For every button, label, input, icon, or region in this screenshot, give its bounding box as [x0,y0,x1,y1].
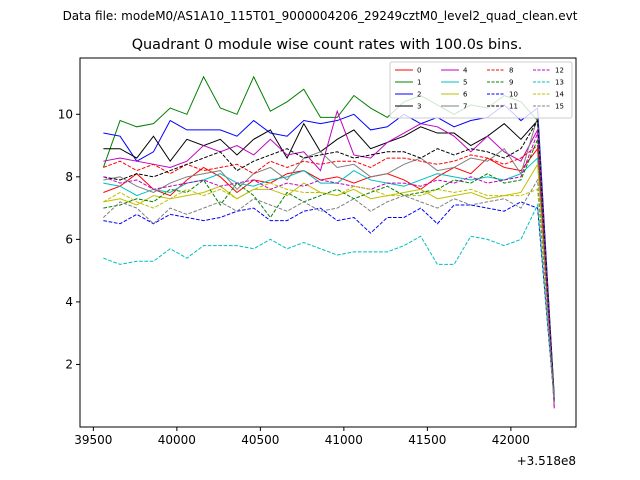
series-line-4 [103,109,555,409]
legend-label-5: 5 [463,79,467,87]
series-line-10 [103,201,555,403]
legend-label-8: 8 [509,67,513,75]
legend-label-7: 7 [463,103,467,111]
x-tick-label: 40500 [241,433,279,447]
legend-label-14: 14 [555,91,564,99]
y-tick-label: 2 [65,357,73,371]
series-line-13 [103,203,555,403]
series-line-3 [103,119,555,403]
legend-label-9: 9 [509,79,513,87]
series-line-5 [103,156,555,403]
legend-label-12: 12 [555,67,564,75]
axes-frame [79,57,577,428]
series-line-12 [103,132,555,409]
legend-label-0: 0 [417,67,421,75]
series-line-9 [103,139,555,403]
chart-title: Quadrant 0 module wise count rates with … [132,37,523,53]
y-tick-label: 10 [58,107,73,121]
series-lines [102,75,555,409]
y-tick-label: 6 [65,232,73,246]
legend-box [389,61,573,119]
legend-label-13: 13 [555,79,564,87]
suptitle: Data file: modeM0/AS1A10_115T01_90000042… [63,9,578,23]
legend-label-15: 15 [555,103,564,111]
legend-label-2: 2 [417,91,421,99]
x-tick-label: 42000 [492,433,530,447]
series-line-8 [103,144,555,403]
x-offset-label: +3.518e8 [517,454,576,468]
series-line-7 [103,117,555,403]
x-tick-label: 40000 [158,433,196,447]
legend-label-3: 3 [417,103,421,111]
legend-label-11: 11 [509,103,518,111]
y-tick-label: 8 [65,170,73,184]
series-line-14 [103,182,555,403]
y-tick-label: 4 [65,295,73,309]
legend-label-6: 6 [463,91,468,99]
series-line-2 [103,104,555,399]
x-tick-label: 41500 [408,433,446,447]
x-tick-label: 39500 [74,433,112,447]
legend-label-4: 4 [463,67,468,75]
series-line-11 [103,118,555,403]
series-line-15 [103,178,555,403]
plot-area [102,75,555,409]
x-tick-label: 41000 [325,433,363,447]
legend-label-10: 10 [509,91,518,99]
legend-label-1: 1 [417,79,421,87]
